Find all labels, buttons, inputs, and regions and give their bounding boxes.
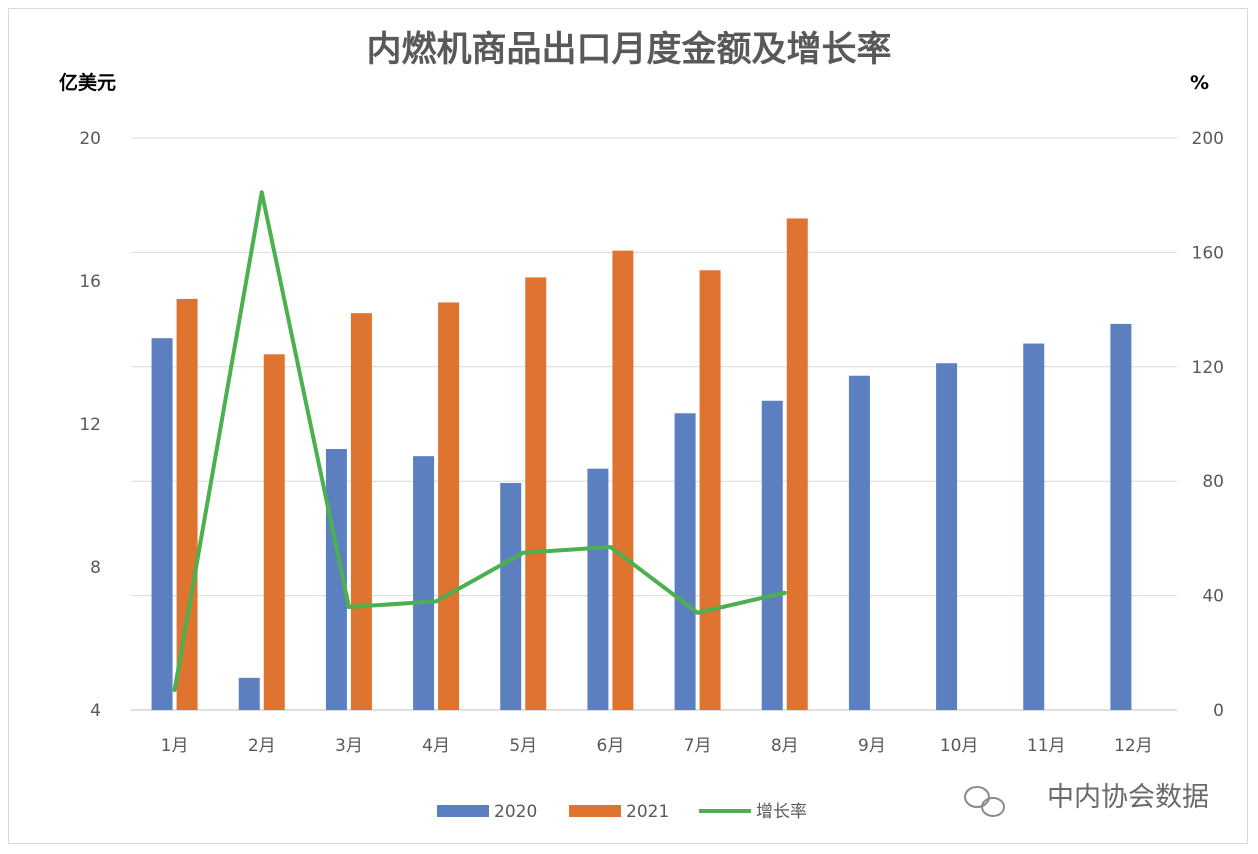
bar-2020 [1110,323,1132,710]
x-tick-label: 2月 [248,736,276,756]
growth-point [346,605,351,610]
x-tick-label: 1月 [161,736,189,756]
bar-2020 [674,413,696,710]
left-tick-label: 4 [90,701,101,721]
legend-swatch-2021 [569,805,621,817]
bar-2021 [350,313,372,710]
growth-point [521,550,526,555]
legend-swatch-2020 [437,805,489,817]
bar-2020 [238,677,260,710]
chart-title: 内燃机商品出口月度金额及增长率 [366,29,891,70]
left-tick-label: 8 [90,558,101,578]
right-tick-label: 120 [1192,358,1224,378]
bar-2020 [848,375,870,710]
bar-2020 [500,482,522,710]
legend: 2020 2021 增长率 [437,802,807,822]
x-tick-label: 12月 [1114,736,1153,756]
right-tick-label: 160 [1192,243,1224,263]
growth-point [782,590,787,595]
bar-2021 [263,354,285,710]
x-tick-label: 7月 [684,736,712,756]
watermark: 中内协会数据 [964,782,1209,817]
growth-line [172,190,786,691]
bar-2020 [1023,343,1045,710]
chart-svg: 内燃机商品出口月度金额及增长率 亿美元 % 20 16 12 8 4 200 160 120… [59,29,1224,822]
legend-label: 2020 [494,802,537,822]
bar-2020 [151,338,173,710]
legend-label: 2021 [626,802,669,822]
gridlines [131,137,1177,711]
left-axis-ticks: 20 16 12 8 4 [79,129,101,721]
right-tick-label: 80 [1202,472,1224,492]
bar-2021 [699,270,721,710]
watermark-text: 中内协会数据 [1047,782,1209,813]
bar-2020 [587,468,609,710]
growth-line-series [172,190,787,692]
bar-2021 [438,302,460,710]
x-tick-label: 6月 [597,736,625,756]
chart-frame: 内燃机商品出口月度金额及增长率 亿美元 % 20 16 12 8 4 200 160 120… [8,8,1248,844]
bar-2021 [176,298,198,710]
x-tick-label: 5月 [509,736,537,756]
growth-point [172,687,177,692]
growth-point [695,610,700,615]
right-axis-unit: % [1190,72,1209,94]
growth-point [259,190,264,195]
left-tick-label: 16 [79,272,101,292]
left-tick-label: 12 [79,415,101,435]
x-tick-label: 10月 [940,736,979,756]
bar-2021 [612,250,634,711]
x-tick-label: 8月 [771,736,799,756]
left-tick-label: 20 [79,129,101,149]
right-axis-ticks: 200 160 120 80 40 0 [1192,129,1224,721]
bar-series [151,218,1132,711]
bar-2020 [761,400,783,710]
x-tick-label: 9月 [858,736,886,756]
x-tick-label: 11月 [1027,736,1066,756]
x-tick-label: 4月 [422,736,450,756]
bar-2021 [786,218,808,710]
bar-2021 [525,277,547,710]
wechat-icon [964,786,1005,817]
right-tick-label: 40 [1202,587,1224,607]
bar-2020 [936,363,958,710]
left-axis-unit: 亿美元 [59,71,116,94]
right-tick-label: 0 [1213,701,1224,721]
legend-label: 增长率 [756,802,807,822]
growth-point [434,599,439,604]
bar-2020 [413,456,435,710]
x-tick-label: 3月 [335,736,363,756]
x-axis-ticks: 1月 2月 3月 4月 5月 6月 7月 8月 9月 10月 11月 12月 [161,736,1153,756]
growth-point [608,544,613,549]
right-tick-label: 200 [1192,129,1224,149]
